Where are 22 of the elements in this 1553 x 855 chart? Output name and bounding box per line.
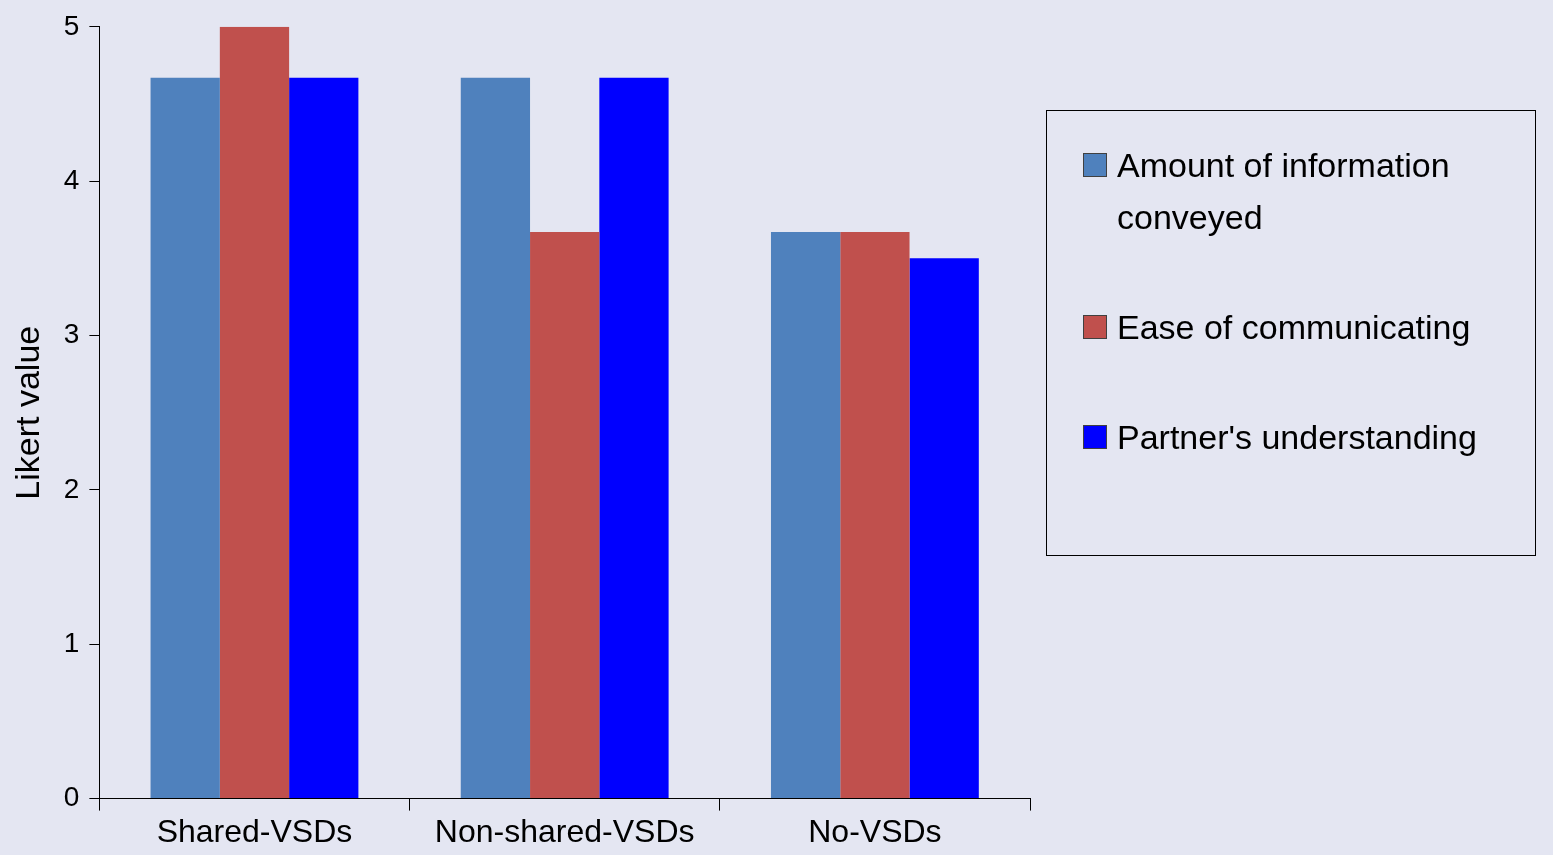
legend-label: Partner's understanding: [1117, 417, 1477, 458]
y-tick-label: 3: [63, 318, 80, 350]
bar: [289, 77, 359, 799]
y-tick-label: 2: [63, 472, 80, 504]
bar: [909, 258, 979, 799]
y-axis-title: Likert value: [7, 325, 46, 500]
x-tick-label: Shared-VSDs: [156, 812, 353, 849]
bar: [219, 26, 290, 799]
legend-label: Ease of communicating: [1117, 307, 1471, 348]
bar: [530, 232, 600, 799]
y-tick-label: 0: [63, 781, 80, 813]
bar: [599, 77, 669, 799]
y-tick-label: 4: [63, 163, 80, 195]
x-tick-label: No-VSDs: [808, 812, 942, 849]
x-tick-label: Non-shared-VSDs: [434, 812, 695, 849]
y-tick-label: 5: [63, 9, 80, 41]
legend-label: Amount of information conveyed: [1117, 145, 1451, 238]
y-tick-label: 1: [63, 626, 80, 658]
bar: [150, 77, 220, 799]
bar: [460, 77, 531, 799]
bar: [840, 232, 910, 799]
bar: [770, 232, 841, 799]
